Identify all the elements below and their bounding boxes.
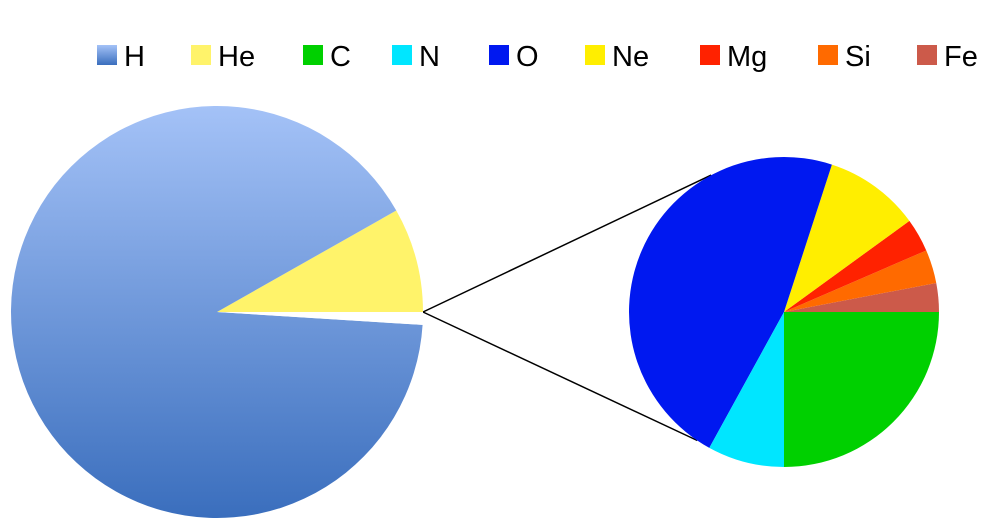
legend-label-o: O	[516, 41, 539, 73]
secondary-slice-o	[629, 157, 832, 448]
secondary-slice-c	[784, 312, 939, 467]
legend-label-he: He	[218, 41, 255, 73]
legend-swatch-mg	[700, 45, 720, 65]
secondary-slice-ne	[784, 164, 910, 312]
connector-lines	[422, 174, 712, 442]
legend-label-mg: Mg	[727, 41, 767, 73]
connector-line-bottom	[422, 311, 698, 442]
main-pie	[10, 105, 423, 518]
secondary-pie	[629, 157, 939, 467]
connector-line-top	[422, 174, 712, 313]
legend-swatch-fe	[917, 45, 937, 65]
chart-legend: H He C N O Ne Mg Si Fe	[97, 41, 978, 73]
secondary-slice-si	[784, 250, 937, 312]
main-slice-other	[217, 312, 423, 325]
legend-label-n: N	[419, 41, 440, 73]
main-slice-h	[10, 105, 423, 518]
legend-swatch-he	[191, 45, 211, 65]
secondary-slice-n	[709, 312, 784, 467]
legend-swatch-ne	[585, 45, 605, 65]
secondary-slice-fe	[784, 282, 939, 312]
legend-swatch-o	[489, 45, 509, 65]
main-slice-he	[217, 210, 423, 312]
secondary-slice-mg	[784, 220, 927, 312]
legend-swatch-si	[818, 45, 838, 65]
legend-label-ne: Ne	[612, 41, 649, 73]
legend-label-si: Si	[845, 41, 871, 73]
legend-swatch-h	[97, 45, 117, 65]
legend-label-h: H	[124, 41, 145, 73]
legend-swatch-n	[392, 45, 412, 65]
legend-swatch-c	[303, 45, 323, 65]
legend-label-c: C	[330, 41, 351, 73]
legend-label-fe: Fe	[944, 41, 978, 73]
